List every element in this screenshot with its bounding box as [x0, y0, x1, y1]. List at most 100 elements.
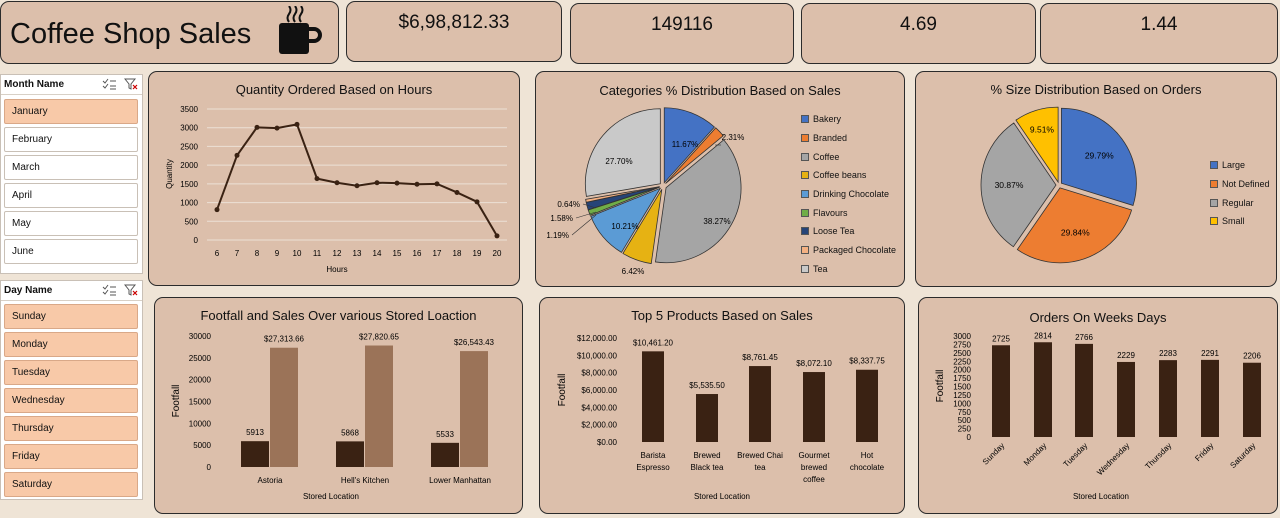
- x-tick-label: tea: [754, 463, 766, 472]
- legend-item: Packaged Chocolate: [801, 241, 896, 260]
- data-label: 2.31%: [722, 133, 745, 142]
- data-label: 30.87%: [995, 180, 1024, 190]
- legend-label: Coffee: [813, 151, 840, 162]
- y-tick-label: 1000: [180, 199, 198, 208]
- kpi-avg-quantity: 1.44: [1040, 3, 1278, 64]
- pie-slice: [655, 139, 742, 264]
- leader-line: [582, 203, 597, 209]
- legend-item: Large: [1210, 156, 1270, 175]
- x-tick-label: Espresso: [636, 463, 670, 472]
- legend-item: Flavours: [801, 203, 896, 222]
- y-tick-label: 2250: [953, 357, 971, 366]
- clear-filter-icon[interactable]: [124, 284, 138, 296]
- data-point: [494, 233, 500, 239]
- slicer-item-tuesday[interactable]: Tuesday: [4, 360, 138, 385]
- data-label: 2725: [992, 334, 1010, 343]
- legend-item: Loose Tea: [801, 222, 896, 241]
- legend-item: Branded: [801, 129, 896, 148]
- legend-item: Coffee beans: [801, 166, 896, 185]
- x-tick-label: 15: [393, 249, 402, 258]
- slicer-item-june[interactable]: June: [4, 239, 138, 264]
- data-label: 5868: [341, 428, 359, 437]
- data-point: [434, 181, 440, 187]
- legend-label: Regular: [1222, 197, 1254, 208]
- bar: [431, 442, 459, 467]
- kpi-avg-value: 4.69: [801, 3, 1036, 64]
- pie-slice: [980, 122, 1057, 248]
- x-tick-label: 9: [275, 249, 280, 258]
- slicer-item-march[interactable]: March: [4, 155, 138, 180]
- title-card: Coffee Shop Sales: [0, 1, 339, 64]
- slicer-item-sunday[interactable]: Sunday: [4, 304, 138, 329]
- data-point: [394, 180, 400, 186]
- legend-item: Regular: [1210, 193, 1270, 212]
- slicer-item-april[interactable]: April: [4, 183, 138, 208]
- y-tick-label: $8,000.00: [581, 369, 617, 378]
- pie-slice: [585, 186, 660, 203]
- pie-slice: [663, 107, 716, 184]
- data-label: 2229: [1117, 351, 1135, 360]
- leader-line: [575, 211, 597, 219]
- bar: [992, 345, 1010, 437]
- y-tick-label: 1500: [953, 383, 971, 392]
- day-slicer-header: Day Name: [1, 281, 142, 301]
- data-label: $5,535.50: [689, 381, 725, 390]
- x-tick-label: 19: [473, 249, 482, 258]
- data-label: $8,337.75: [849, 357, 885, 366]
- x-tick-label: 7: [235, 249, 240, 258]
- pie-slice: [1016, 187, 1133, 264]
- pie-slice: [590, 187, 662, 253]
- data-label: 27.70%: [605, 157, 632, 166]
- hours-line-chart: 0 500 1000 1500 2000 2500 3000 3500 6 7 8 9 10 11 12 13…: [165, 105, 507, 274]
- x-tick-label: brewed: [801, 463, 827, 472]
- x-tick-label: Lower Manhattan: [429, 476, 491, 485]
- x-tick-label: chocolate: [850, 463, 885, 472]
- y-tick-label: 0: [194, 236, 199, 245]
- multi-select-icon[interactable]: [102, 78, 116, 90]
- data-label: 2291: [1201, 349, 1219, 358]
- x-axis-label: Stored Location: [303, 492, 359, 501]
- slicer-item-january[interactable]: January: [4, 99, 138, 124]
- legend-swatch: [801, 208, 809, 217]
- categories-legend: Bakery Branded Coffee Coffee beans Drinking …: [801, 110, 896, 278]
- data-label: $26,543.43: [454, 338, 495, 347]
- bar: [1159, 360, 1177, 437]
- footfall-bar-chart: 0 5000 10000 15000 20000 25000 30000 5913 $27,31…: [171, 332, 495, 501]
- pie-slice: [622, 189, 663, 264]
- y-tick-label: 3000: [953, 332, 971, 341]
- legend-item: Drinking Chocolate: [801, 185, 896, 204]
- data-label: 2766: [1075, 333, 1093, 342]
- clear-filter-icon[interactable]: [124, 78, 138, 90]
- bar: [1075, 343, 1093, 437]
- legend-label: Small: [1222, 216, 1245, 227]
- data-label: 11.67%: [672, 140, 699, 149]
- y-tick-label: 3000: [180, 124, 198, 133]
- y-axis-label: Footfall: [171, 385, 182, 418]
- slicer-item-wednesday[interactable]: Wednesday: [4, 388, 138, 413]
- slicer-item-thursday[interactable]: Thursday: [4, 416, 138, 441]
- x-tick-label: Thursday: [1143, 441, 1173, 471]
- legend-label: Large: [1222, 160, 1246, 171]
- products-bar-chart: $0.00 $2,000.00 $4,000.00 $6,000.00 $8,000.0…: [557, 334, 885, 501]
- data-label: 5913: [246, 428, 264, 437]
- y-tick-label: 1000: [953, 399, 971, 408]
- data-label: 5533: [436, 430, 454, 439]
- weekdays-chart-card: Orders On Weeks Days 0 250 500 750 1000 1250 1…: [918, 297, 1278, 514]
- x-tick-label: Tuesday: [1062, 441, 1090, 469]
- data-label: 0.64%: [557, 200, 580, 209]
- slicer-item-friday[interactable]: Friday: [4, 444, 138, 469]
- data-label: 2283: [1159, 349, 1177, 358]
- legend-label: Bakery: [813, 114, 842, 125]
- x-tick-label: Hot: [861, 451, 874, 460]
- x-axis-label: Stored Location: [694, 492, 750, 501]
- multi-select-icon[interactable]: [102, 284, 116, 296]
- x-tick-label: Black tea: [691, 463, 724, 472]
- slicer-item-may[interactable]: May: [4, 211, 138, 236]
- month-slicer-title: Month Name: [4, 79, 64, 90]
- y-tick-label: 0: [207, 463, 212, 472]
- data-label: $27,313.66: [264, 335, 305, 344]
- legend-swatch: [801, 152, 809, 161]
- slicer-item-monday[interactable]: Monday: [4, 332, 138, 357]
- slicer-item-saturday[interactable]: Saturday: [4, 472, 138, 497]
- slicer-item-february[interactable]: February: [4, 127, 138, 152]
